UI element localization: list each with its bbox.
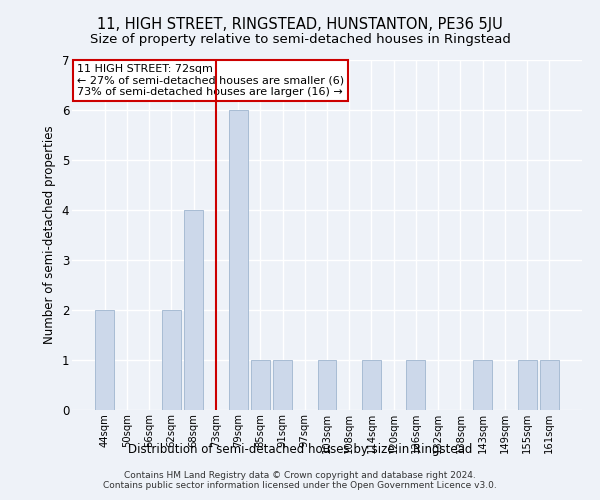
Bar xyxy=(362,360,381,410)
Bar xyxy=(473,360,492,410)
Bar xyxy=(251,360,270,410)
Bar xyxy=(95,310,114,410)
Text: Contains HM Land Registry data © Crown copyright and database right 2024.
Contai: Contains HM Land Registry data © Crown c… xyxy=(103,470,497,490)
Bar xyxy=(518,360,536,410)
Bar xyxy=(229,110,248,410)
Bar xyxy=(162,310,181,410)
Bar xyxy=(406,360,425,410)
Bar xyxy=(540,360,559,410)
Text: Size of property relative to semi-detached houses in Ringstead: Size of property relative to semi-detach… xyxy=(89,32,511,46)
Y-axis label: Number of semi-detached properties: Number of semi-detached properties xyxy=(43,126,56,344)
Text: 11, HIGH STREET, RINGSTEAD, HUNSTANTON, PE36 5JU: 11, HIGH STREET, RINGSTEAD, HUNSTANTON, … xyxy=(97,18,503,32)
Bar xyxy=(273,360,292,410)
Text: Distribution of semi-detached houses by size in Ringstead: Distribution of semi-detached houses by … xyxy=(128,442,472,456)
Bar xyxy=(317,360,337,410)
Text: 11 HIGH STREET: 72sqm
← 27% of semi-detached houses are smaller (6)
73% of semi-: 11 HIGH STREET: 72sqm ← 27% of semi-deta… xyxy=(77,64,344,96)
Bar xyxy=(184,210,203,410)
